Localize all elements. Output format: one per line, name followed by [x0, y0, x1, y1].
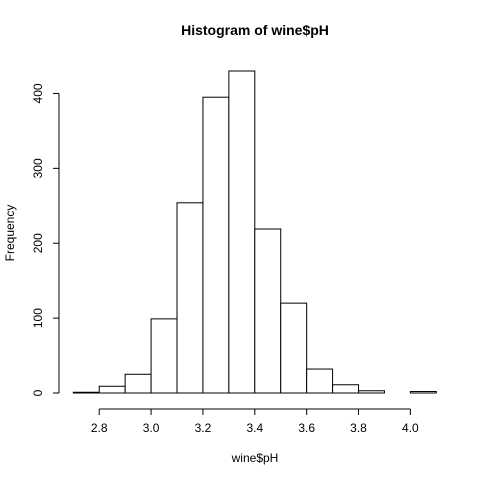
y-tick-label: 300 — [31, 158, 45, 178]
x-tick-label: 3.4 — [246, 421, 263, 435]
histogram-bar — [176, 202, 204, 394]
y-tick-label: 100 — [31, 308, 45, 328]
y-tick-label: 400 — [31, 83, 45, 103]
x-axis-label: wine$pH — [231, 451, 279, 465]
histogram-bar — [202, 96, 230, 394]
histogram-bar — [358, 390, 385, 394]
x-tick-label: 3.0 — [143, 421, 160, 435]
y-tick-label: 200 — [31, 233, 45, 253]
x-axis: 2.8 3.0 3.2 3.4 3.6 3.8 4.0 — [91, 408, 419, 435]
histogram-bar — [280, 302, 308, 394]
histogram-bar — [228, 70, 256, 394]
histogram-bar — [124, 373, 152, 394]
x-tick-label: 2.8 — [91, 421, 108, 435]
histogram-bar — [98, 385, 126, 394]
y-axis-label: Frequency — [3, 205, 17, 262]
histogram-bar — [332, 384, 360, 394]
x-tick-label: 4.0 — [402, 421, 419, 435]
histogram-bar — [150, 318, 178, 394]
x-tick-label: 3.2 — [195, 421, 212, 435]
chart-title: Histogram of wine$pH — [181, 22, 329, 38]
histogram-bar — [409, 391, 437, 394]
y-tick-label: 0 — [31, 389, 45, 396]
bars-group — [72, 70, 437, 394]
histogram-bar — [254, 228, 282, 394]
histogram-bar — [306, 368, 334, 394]
histogram-bar — [72, 391, 100, 394]
x-tick-label: 3.6 — [298, 421, 315, 435]
x-tick-label: 3.8 — [350, 421, 367, 435]
y-axis: 0 100 200 300 400 — [31, 83, 60, 396]
